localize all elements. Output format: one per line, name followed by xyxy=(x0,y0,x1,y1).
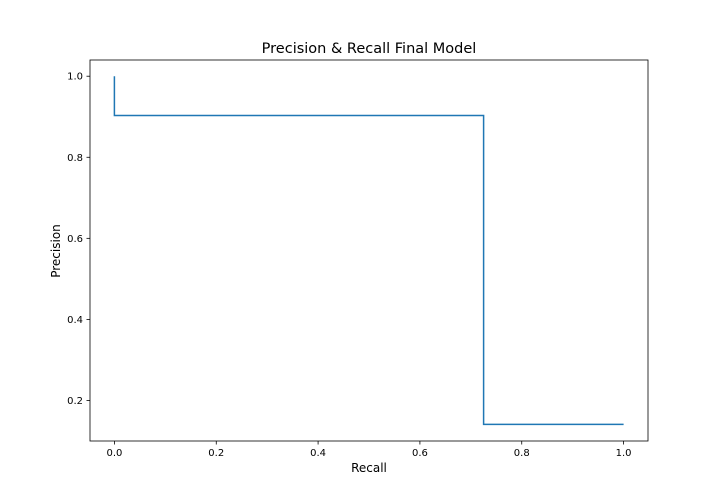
chart-title: Precision & Recall Final Model xyxy=(262,41,477,57)
y-tick-label: 0.4 xyxy=(67,315,83,326)
y-tick-label: 0.8 xyxy=(67,153,83,164)
x-tick-label: 0.6 xyxy=(412,448,428,459)
y-tick-label: 1.0 xyxy=(67,72,83,83)
ticks-group: 0.0 0.2 0.4 0.6 0.8 1.0 0.2 0.4 0.6 0.8 1.0 xyxy=(67,72,631,459)
x-axis-label: Recall xyxy=(351,461,387,475)
x-tick-label: 0.0 xyxy=(106,448,122,459)
y-tick-label: 0.6 xyxy=(67,234,83,245)
precision-recall-line xyxy=(113,76,624,426)
plot-area-frame xyxy=(89,59,649,442)
y-axis-label: Precision xyxy=(49,224,63,278)
x-tick-label: 0.8 xyxy=(514,448,530,459)
x-tick-label: 0.4 xyxy=(310,448,326,459)
x-tick-label: 1.0 xyxy=(616,448,632,459)
y-tick-label: 0.2 xyxy=(67,396,83,407)
x-tick-label: 0.2 xyxy=(208,448,224,459)
series-group xyxy=(113,76,624,426)
